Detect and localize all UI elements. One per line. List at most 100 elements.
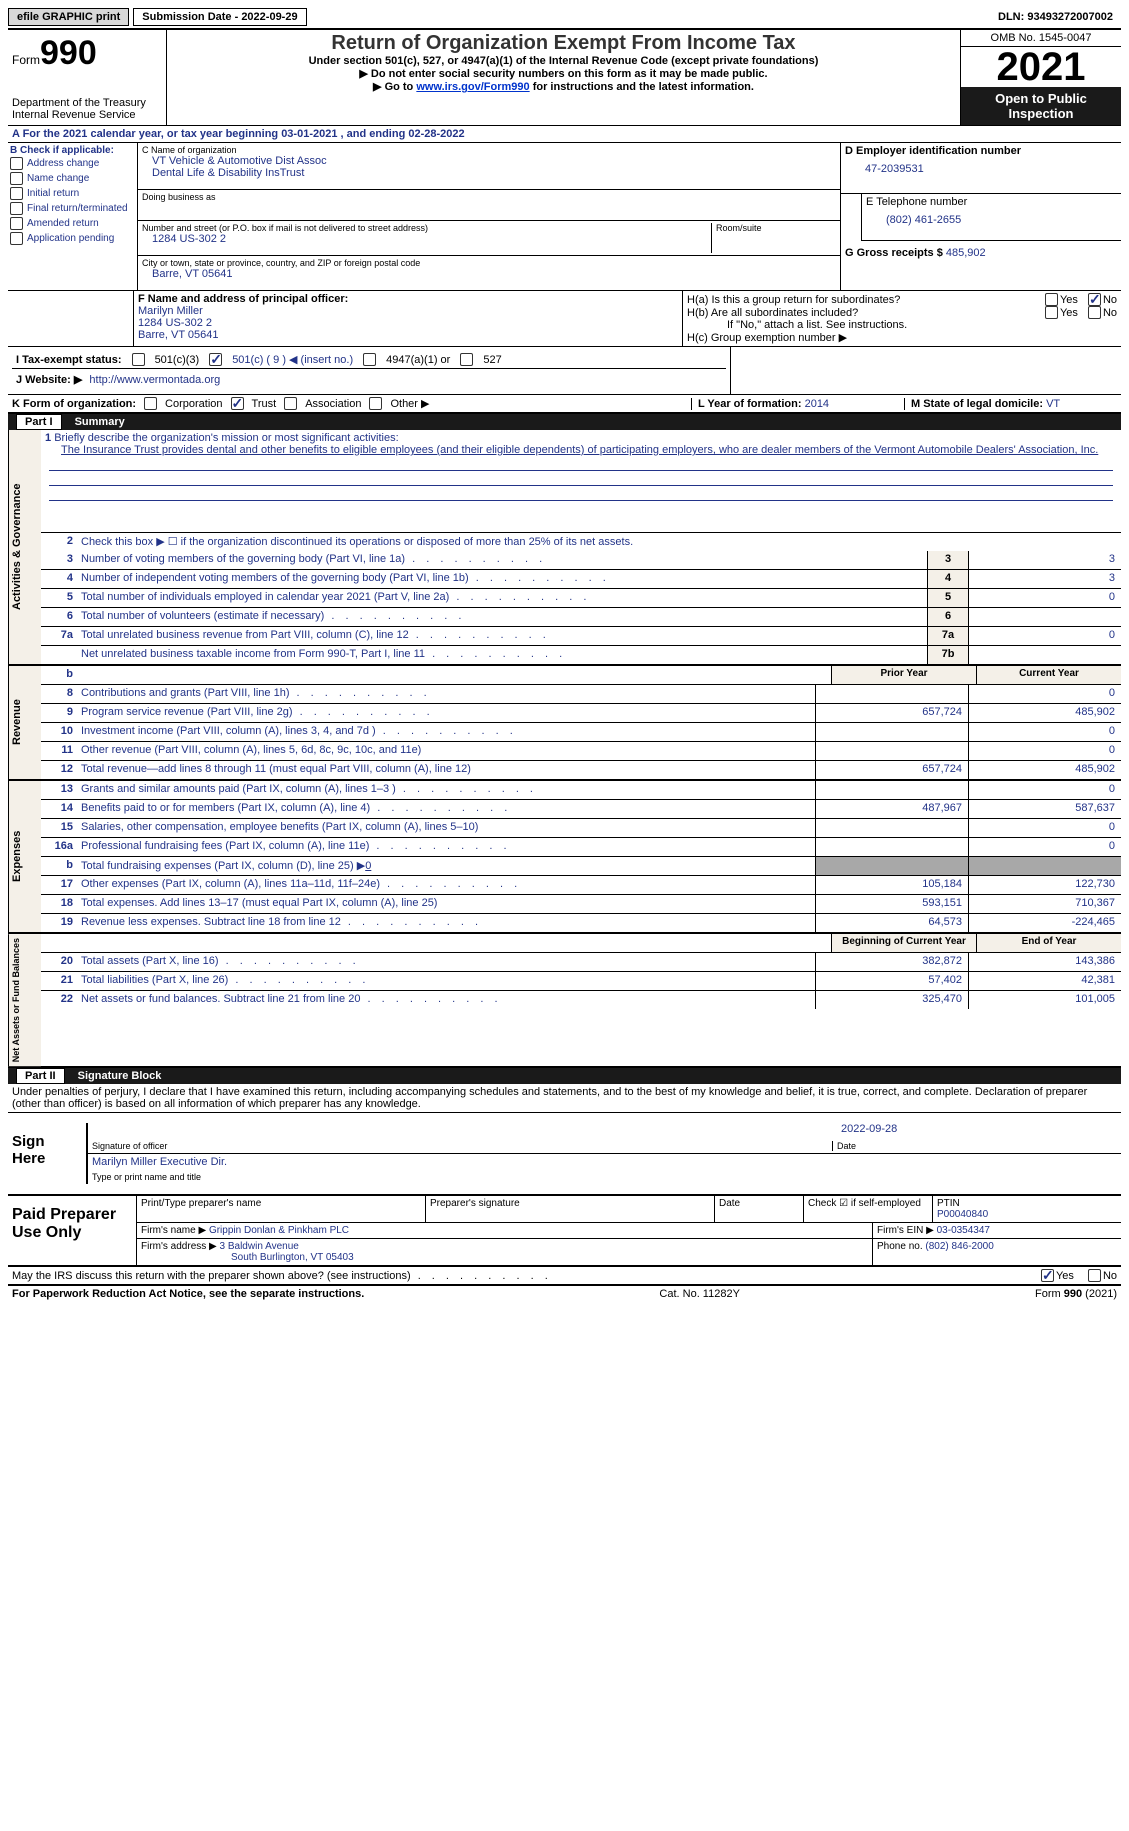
i-527[interactable]: [460, 353, 473, 366]
form-word: Form: [12, 53, 40, 67]
tel-value: (802) 461-2655: [866, 208, 1117, 226]
discuss-no[interactable]: [1088, 1269, 1101, 1282]
chk-amended[interactable]: [10, 217, 23, 230]
submission-date: Submission Date - 2022-09-29: [133, 8, 306, 26]
ha-no-lbl: No: [1103, 294, 1117, 306]
i-527-lbl: 527: [483, 354, 501, 366]
discuss-label: May the IRS discuss this return with the…: [12, 1270, 1041, 1282]
l16b: Total fundraising expenses (Part IX, col…: [77, 857, 815, 875]
chk-address[interactable]: [10, 157, 23, 170]
v14c: 587,637: [968, 800, 1121, 818]
v15p: [815, 819, 968, 837]
website-value: http://www.vermontada.org: [89, 374, 220, 386]
l-label: L Year of formation:: [698, 398, 802, 410]
i-501c3[interactable]: [132, 353, 145, 366]
ha-no[interactable]: [1088, 293, 1101, 306]
i-501c[interactable]: [209, 353, 222, 366]
l4: Number of independent voting members of …: [77, 570, 927, 588]
chk-pending[interactable]: [10, 232, 23, 245]
current-hdr: Current Year: [976, 666, 1121, 684]
dept-treasury: Department of the Treasury: [12, 97, 162, 109]
l7a: Total unrelated business revenue from Pa…: [77, 627, 927, 645]
l8: Contributions and grants (Part VIII, lin…: [77, 685, 815, 703]
chk-initial[interactable]: [10, 187, 23, 200]
officer-name: Marilyn Miller: [138, 305, 678, 317]
chk-final[interactable]: [10, 202, 23, 215]
l2: Check this box ▶ ☐ if the organization d…: [77, 533, 1121, 551]
v16ap: [815, 838, 968, 856]
v15c: 0: [968, 819, 1121, 837]
hb-yes[interactable]: [1045, 306, 1058, 319]
discuss-no-lbl: No: [1103, 1270, 1117, 1282]
discuss-yes[interactable]: [1041, 1269, 1054, 1282]
i-label: I Tax-exempt status:: [16, 354, 122, 366]
l13: Grants and similar amounts paid (Part IX…: [77, 781, 815, 799]
l19: Revenue less expenses. Subtract line 18 …: [77, 914, 815, 932]
i-501c3-lbl: 501(c)(3): [155, 354, 200, 366]
end-hdr: End of Year: [976, 934, 1121, 952]
l12: Total revenue—add lines 8 through 11 (mu…: [77, 761, 815, 779]
v4: 3: [968, 570, 1121, 588]
prep-name-label: Print/Type preparer's name: [136, 1196, 425, 1222]
street-label: Number and street (or P.O. box if mail i…: [142, 223, 711, 233]
m-label: M State of legal domicile:: [911, 398, 1043, 410]
part-2-num: Part II: [16, 1068, 65, 1084]
l11: Other revenue (Part VIII, column (A), li…: [77, 742, 815, 760]
i-4947-lbl: 4947(a)(1) or: [386, 354, 450, 366]
l16a: Professional fundraising fees (Part IX, …: [77, 838, 815, 856]
l6: Total number of volunteers (estimate if …: [77, 608, 927, 626]
lbl-pending: Application pending: [27, 233, 114, 244]
col-b-label: B Check if applicable:: [10, 145, 135, 156]
ein-value: 47-2039531: [845, 157, 1117, 175]
year-box-col: OMB No. 1545-0047 2021 Open to Public In…: [960, 30, 1121, 125]
v21c: 42,381: [968, 972, 1121, 990]
tax-year-row: A For the 2021 calendar year, or tax yea…: [8, 126, 1121, 143]
ptin-label: PTIN: [937, 1198, 1117, 1209]
paperwork-notice: For Paperwork Reduction Act Notice, see …: [12, 1288, 364, 1300]
k-corp[interactable]: [144, 397, 157, 410]
v12c: 485,902: [968, 761, 1121, 779]
v19p: 64,573: [815, 914, 968, 932]
i-4947[interactable]: [363, 353, 376, 366]
l18: Total expenses. Add lines 13–17 (must eq…: [77, 895, 815, 913]
irs-link[interactable]: www.irs.gov/Form990: [416, 81, 529, 93]
v9c: 485,902: [968, 704, 1121, 722]
name-label: C Name of organization: [142, 145, 836, 155]
hb-no[interactable]: [1088, 306, 1101, 319]
check-applicable-col: B Check if applicable: Address change Na…: [8, 143, 138, 290]
hb-note: If "No," attach a list. See instructions…: [687, 319, 1117, 331]
k-assoc[interactable]: [284, 397, 297, 410]
k-trust[interactable]: [231, 397, 244, 410]
form-number: 990: [40, 34, 97, 72]
l21: Total liabilities (Part X, line 26): [77, 972, 815, 990]
tax-year: 2021: [961, 47, 1121, 87]
v11p: [815, 742, 968, 760]
v14p: 487,967: [815, 800, 968, 818]
officer-addr: 1284 US-302 2: [138, 317, 678, 329]
ha-yes[interactable]: [1045, 293, 1058, 306]
phone-label: Phone no.: [877, 1241, 923, 1252]
form-subtitle: Under section 501(c), 527, or 4947(a)(1)…: [171, 55, 956, 67]
hb-yes-lbl: Yes: [1060, 307, 1078, 319]
l5: Total number of individuals employed in …: [77, 589, 927, 607]
ein-label: D Employer identification number: [845, 145, 1117, 157]
l14: Benefits paid to or for members (Part IX…: [77, 800, 815, 818]
prep-sig-label: Preparer's signature: [425, 1196, 714, 1222]
l7b: Net unrelated business taxable income fr…: [77, 646, 927, 664]
v8p: [815, 685, 968, 703]
preparer-label: Paid Preparer Use Only: [8, 1196, 136, 1265]
l10: Investment income (Part VIII, column (A)…: [77, 723, 815, 741]
v10c: 0: [968, 723, 1121, 741]
v18c: 710,367: [968, 895, 1121, 913]
form-box: Form990 Department of the Treasury Inter…: [8, 30, 167, 125]
ptin-val: P00040840: [937, 1209, 1117, 1220]
chk-name[interactable]: [10, 172, 23, 185]
v13p: [815, 781, 968, 799]
v3: 3: [968, 551, 1121, 569]
lbl-initial: Initial return: [27, 188, 79, 199]
k-other[interactable]: [369, 397, 382, 410]
efile-button[interactable]: efile GRAPHIC print: [8, 8, 129, 26]
v20c: 143,386: [968, 953, 1121, 971]
v16ac: 0: [968, 838, 1121, 856]
officer-label: F Name and address of principal officer:: [138, 293, 678, 305]
